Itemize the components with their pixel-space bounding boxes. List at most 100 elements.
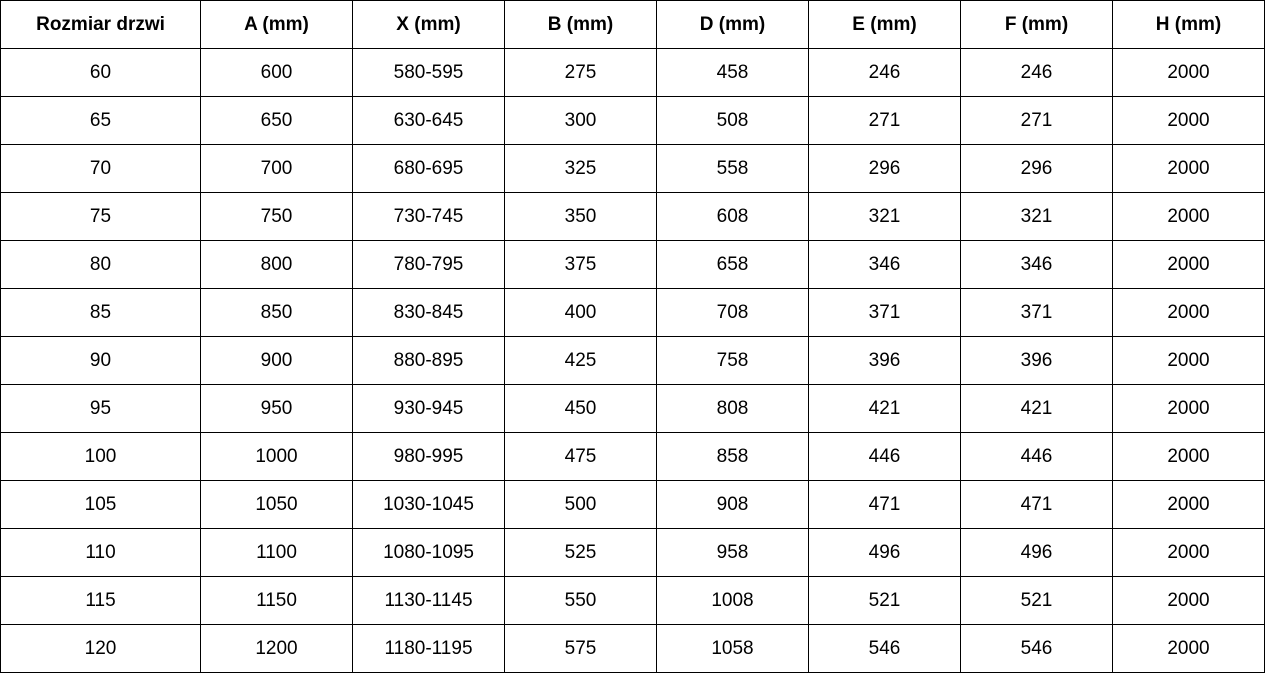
table-cell: 500: [504, 480, 657, 529]
table-row: 105 1050 1030-1045 500 908 471 471 2000: [0, 480, 1265, 529]
table-row: 110 1100 1080-1095 525 958 496 496 2000: [0, 528, 1265, 577]
table-cell: 658: [656, 240, 809, 289]
table-cell: 930-945: [352, 384, 505, 433]
table-cell: 950: [200, 384, 353, 433]
table-cell: 321: [808, 192, 961, 241]
table-cell: 421: [960, 384, 1113, 433]
table-row: 95 950 930-945 450 808 421 421 2000: [0, 384, 1265, 433]
table-cell: 296: [960, 144, 1113, 193]
table-cell: 496: [960, 528, 1113, 577]
table-cell: 900: [200, 336, 353, 385]
table-cell: 321: [960, 192, 1113, 241]
table-cell: 1200: [200, 624, 353, 673]
column-header: H (mm): [1112, 0, 1265, 49]
table-cell: 246: [808, 48, 961, 97]
table-cell: 2000: [1112, 144, 1265, 193]
table-cell: 508: [656, 96, 809, 145]
table-cell: 371: [808, 288, 961, 337]
column-header: Rozmiar drzwi: [0, 0, 201, 49]
table-cell: 496: [808, 528, 961, 577]
table-cell: 296: [808, 144, 961, 193]
table-cell: 2000: [1112, 576, 1265, 625]
table-row: 80 800 780-795 375 658 346 346 2000: [0, 240, 1265, 289]
table-cell: 70: [0, 144, 201, 193]
table-row: 90 900 880-895 425 758 396 396 2000: [0, 336, 1265, 385]
table-cell: 421: [808, 384, 961, 433]
table-cell: 60: [0, 48, 201, 97]
table-cell: 521: [960, 576, 1113, 625]
table-cell: 1180-1195: [352, 624, 505, 673]
table-cell: 2000: [1112, 432, 1265, 481]
table-cell: 808: [656, 384, 809, 433]
table-cell: 65: [0, 96, 201, 145]
table-cell: 120: [0, 624, 201, 673]
table-cell: 958: [656, 528, 809, 577]
table-cell: 850: [200, 288, 353, 337]
table-cell: 2000: [1112, 192, 1265, 241]
table-cell: 858: [656, 432, 809, 481]
table-cell: 1030-1045: [352, 480, 505, 529]
table-cell: 105: [0, 480, 201, 529]
column-header: A (mm): [200, 0, 353, 49]
table-cell: 396: [960, 336, 1113, 385]
table-row: 115 1150 1130-1145 550 1008 521 521 2000: [0, 576, 1265, 625]
table-cell: 521: [808, 576, 961, 625]
table-row: 70 700 680-695 325 558 296 296 2000: [0, 144, 1265, 193]
table-row: 85 850 830-845 400 708 371 371 2000: [0, 288, 1265, 337]
table-cell: 1000: [200, 432, 353, 481]
table-cell: 908: [656, 480, 809, 529]
table-cell: 758: [656, 336, 809, 385]
table-cell: 300: [504, 96, 657, 145]
table-cell: 275: [504, 48, 657, 97]
table-cell: 600: [200, 48, 353, 97]
table-cell: 980-995: [352, 432, 505, 481]
table-cell: 800: [200, 240, 353, 289]
table-cell: 750: [200, 192, 353, 241]
table-cell: 2000: [1112, 528, 1265, 577]
table-cell: 100: [0, 432, 201, 481]
table-cell: 2000: [1112, 288, 1265, 337]
table-cell: 558: [656, 144, 809, 193]
table-cell: 375: [504, 240, 657, 289]
table-cell: 1008: [656, 576, 809, 625]
table-cell: 95: [0, 384, 201, 433]
table-cell: 2000: [1112, 384, 1265, 433]
table-cell: 110: [0, 528, 201, 577]
table-cell: 650: [200, 96, 353, 145]
column-header: F (mm): [960, 0, 1113, 49]
table-cell: 708: [656, 288, 809, 337]
table-cell: 346: [808, 240, 961, 289]
table-row: 120 1200 1180-1195 575 1058 546 546 2000: [0, 624, 1265, 673]
table-cell: 1080-1095: [352, 528, 505, 577]
table-cell: 471: [960, 480, 1113, 529]
table-cell: 630-645: [352, 96, 505, 145]
table-cell: 271: [808, 96, 961, 145]
table-cell: 80: [0, 240, 201, 289]
table-cell: 446: [808, 432, 961, 481]
table-cell: 271: [960, 96, 1113, 145]
table-cell: 85: [0, 288, 201, 337]
column-header: X (mm): [352, 0, 505, 49]
table-cell: 115: [0, 576, 201, 625]
table-cell: 575: [504, 624, 657, 673]
table-row: 100 1000 980-995 475 858 446 446 2000: [0, 432, 1265, 481]
table-cell: 475: [504, 432, 657, 481]
table-cell: 75: [0, 192, 201, 241]
table-cell: 580-595: [352, 48, 505, 97]
table-cell: 450: [504, 384, 657, 433]
column-header: E (mm): [808, 0, 961, 49]
table-cell: 608: [656, 192, 809, 241]
table-cell: 325: [504, 144, 657, 193]
column-header: B (mm): [504, 0, 657, 49]
table-cell: 680-695: [352, 144, 505, 193]
table-cell: 2000: [1112, 336, 1265, 385]
table-cell: 700: [200, 144, 353, 193]
table-cell: 780-795: [352, 240, 505, 289]
table-cell: 371: [960, 288, 1113, 337]
table-cell: 550: [504, 576, 657, 625]
table-cell: 90: [0, 336, 201, 385]
table-cell: 1150: [200, 576, 353, 625]
table-cell: 1058: [656, 624, 809, 673]
table-cell: 546: [960, 624, 1113, 673]
table-cell: 1100: [200, 528, 353, 577]
